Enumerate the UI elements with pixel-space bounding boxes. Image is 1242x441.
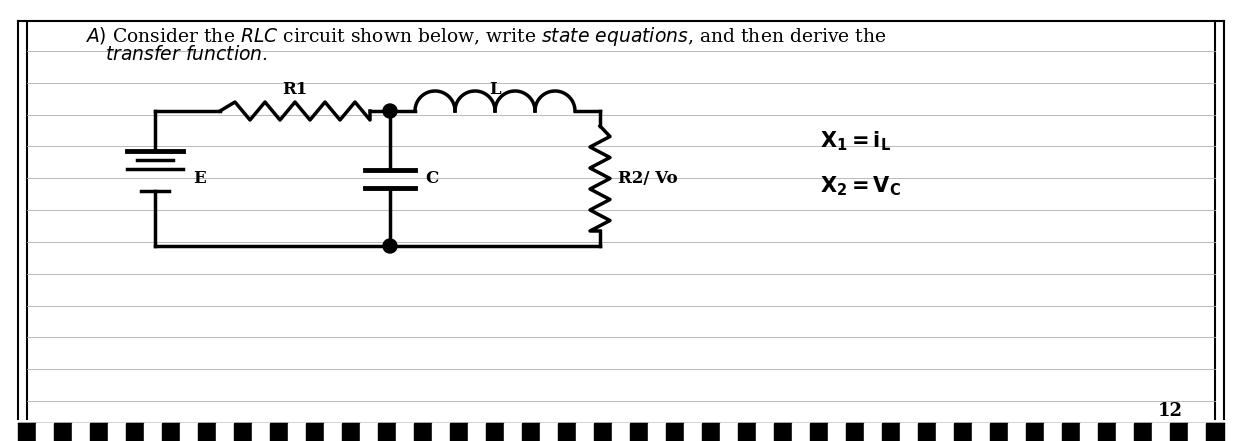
- Bar: [72, 423, 89, 441]
- Text: $\mathbf{X_1 = i_L}$: $\mathbf{X_1 = i_L}$: [820, 129, 891, 153]
- Bar: [233, 423, 252, 441]
- Bar: [324, 423, 342, 441]
- Bar: [576, 423, 594, 441]
- Bar: [1026, 423, 1045, 441]
- Bar: [666, 423, 684, 441]
- Bar: [1134, 423, 1153, 441]
- Bar: [702, 423, 720, 441]
- Bar: [954, 423, 972, 441]
- Bar: [882, 423, 900, 441]
- Bar: [1062, 423, 1081, 441]
- Bar: [828, 423, 846, 441]
- Bar: [900, 423, 918, 441]
- Bar: [792, 423, 810, 441]
- Bar: [53, 423, 72, 441]
- Bar: [396, 423, 414, 441]
- Bar: [990, 423, 1009, 441]
- Bar: [918, 423, 936, 441]
- Text: L: L: [489, 81, 501, 97]
- Bar: [89, 423, 108, 441]
- Bar: [1206, 423, 1225, 441]
- Bar: [468, 423, 486, 441]
- Bar: [306, 423, 324, 441]
- Bar: [1081, 423, 1098, 441]
- Bar: [288, 423, 306, 441]
- Text: $\it{A)}$ Consider the $\mathbf{\mathit{RLC}}$ circuit shown below, write $\math: $\it{A)}$ Consider the $\mathbf{\mathit{…: [84, 26, 887, 49]
- Bar: [1009, 423, 1026, 441]
- Bar: [216, 423, 233, 441]
- Text: C: C: [425, 170, 438, 187]
- Bar: [17, 423, 36, 441]
- Bar: [144, 423, 161, 441]
- Bar: [252, 423, 270, 441]
- Bar: [684, 423, 702, 441]
- Circle shape: [383, 239, 397, 253]
- Bar: [1170, 423, 1189, 441]
- Bar: [504, 423, 522, 441]
- Bar: [378, 423, 396, 441]
- Bar: [648, 423, 666, 441]
- Bar: [486, 423, 504, 441]
- Text: R2/ Vo: R2/ Vo: [619, 170, 678, 187]
- Bar: [180, 423, 197, 441]
- Bar: [720, 423, 738, 441]
- Bar: [450, 423, 468, 441]
- Bar: [270, 423, 288, 441]
- Bar: [756, 423, 774, 441]
- Bar: [414, 423, 432, 441]
- Bar: [36, 423, 53, 441]
- Bar: [1045, 423, 1062, 441]
- Bar: [864, 423, 882, 441]
- Bar: [774, 423, 792, 441]
- Bar: [161, 423, 180, 441]
- Bar: [738, 423, 756, 441]
- Bar: [540, 423, 558, 441]
- Text: E: E: [193, 170, 206, 187]
- Bar: [612, 423, 630, 441]
- Bar: [594, 423, 612, 441]
- Text: R1: R1: [282, 81, 308, 97]
- Bar: [342, 423, 360, 441]
- Bar: [360, 423, 378, 441]
- Text: $\mathbf{\mathit{transfer\ function}}$.: $\mathbf{\mathit{transfer\ function}}$.: [106, 45, 268, 64]
- Bar: [1117, 423, 1134, 441]
- Bar: [1153, 423, 1170, 441]
- Bar: [125, 423, 144, 441]
- Bar: [630, 423, 648, 441]
- Bar: [810, 423, 828, 441]
- Bar: [197, 423, 216, 441]
- Bar: [936, 423, 954, 441]
- Bar: [1189, 423, 1206, 441]
- Bar: [432, 423, 450, 441]
- Circle shape: [383, 104, 397, 118]
- Bar: [1098, 423, 1117, 441]
- Text: 12: 12: [1158, 402, 1182, 420]
- Bar: [522, 423, 540, 441]
- Bar: [558, 423, 576, 441]
- Text: $\mathbf{X_2 = V_C}$: $\mathbf{X_2 = V_C}$: [820, 174, 900, 198]
- Bar: [972, 423, 990, 441]
- Bar: [846, 423, 864, 441]
- Bar: [108, 423, 125, 441]
